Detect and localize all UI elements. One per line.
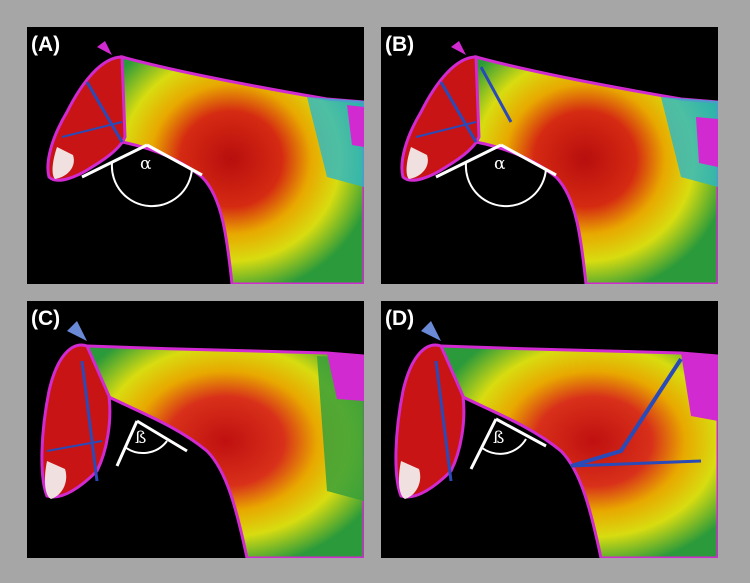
- thermal-horse-image-d: ß: [394, 321, 718, 558]
- panel-label-c: (C): [31, 307, 61, 330]
- panel-b: α (B): [381, 27, 718, 284]
- thermal-horse-image-a: α: [46, 41, 364, 284]
- angle-label-a: α: [140, 154, 152, 174]
- panel-label-a: (A): [31, 33, 61, 56]
- panel-label-d: (D): [385, 307, 415, 330]
- angle-label-d: ß: [493, 428, 504, 448]
- panel-d: ß (D): [381, 301, 718, 558]
- angle-label-b: α: [494, 154, 506, 174]
- angle-label-c: ß: [135, 428, 146, 448]
- panel-label-b: (B): [385, 33, 415, 56]
- panel-a: α (A): [27, 27, 364, 284]
- thermal-horse-image-c: ß: [40, 321, 364, 558]
- panel-c: ß (C): [27, 301, 364, 558]
- thermal-horse-image-b: α: [400, 41, 718, 284]
